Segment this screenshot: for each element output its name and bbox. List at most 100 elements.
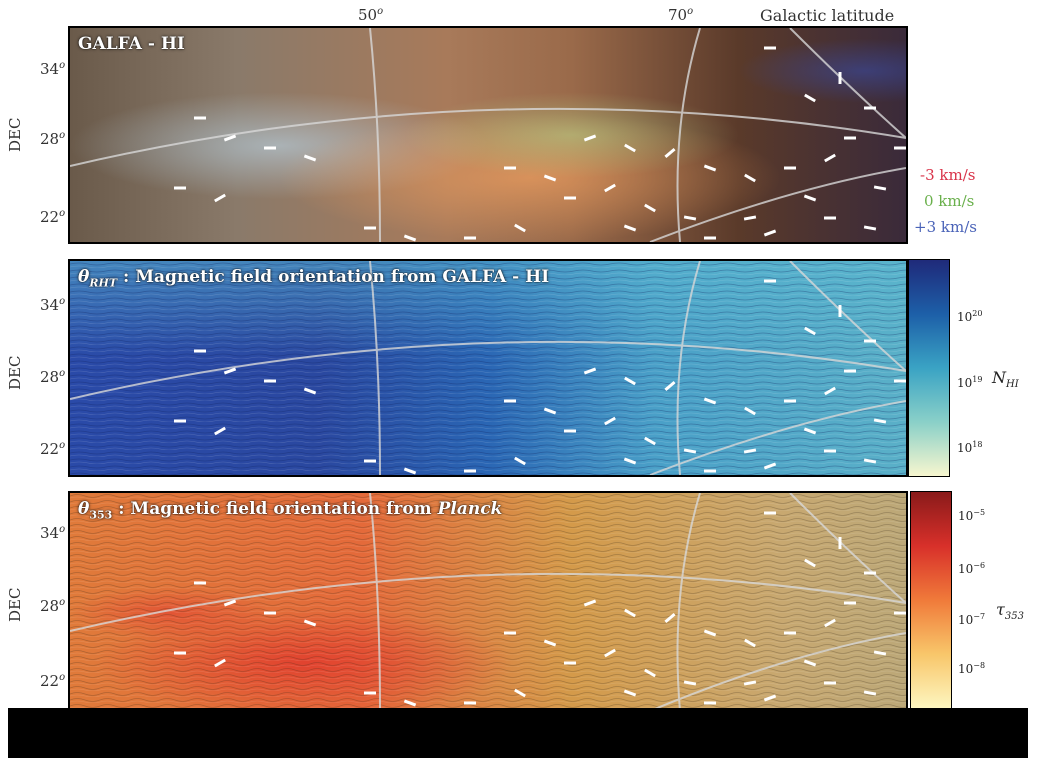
tau-tick-8: 10−8 [958, 661, 986, 676]
polarization-vector [873, 418, 887, 424]
polarization-vector [744, 173, 756, 183]
polarization-vector [303, 154, 317, 162]
polarization-vector [543, 407, 557, 415]
polarization-vector [604, 648, 616, 658]
polarization-vector [623, 457, 637, 465]
polarization-vector [804, 326, 816, 336]
planck-map [70, 493, 906, 711]
x-axis-title: Galactic latitude [760, 6, 895, 25]
velocity-label-neg: -3 km/s [920, 166, 976, 184]
polarization-vector [644, 436, 656, 446]
polarization-vector [214, 658, 226, 668]
polarization-vector [744, 638, 756, 648]
y-tick-34-3: 34o [40, 524, 66, 542]
tau-colorbar-label: τ353 [996, 600, 1024, 623]
dec-axis-label-3: DEC [6, 587, 24, 622]
polarization-vector [303, 387, 317, 395]
polarization-vector [604, 416, 616, 426]
polarization-vector [644, 203, 656, 213]
polarization-vector [804, 93, 816, 103]
polarization-vector [803, 659, 817, 667]
panel-title-rht: θRHT : Magnetic field orientation from G… [78, 267, 550, 290]
panel-title-galfa: GALFA - HI [78, 34, 185, 54]
polarization-vector [824, 386, 836, 396]
polarization-vector [824, 618, 836, 628]
polarization-vector [803, 427, 817, 435]
polarization-vector [214, 193, 226, 203]
tau-tick-6: 10−6 [958, 561, 986, 576]
polarization-vector [863, 225, 877, 231]
polarization-vector [583, 599, 597, 607]
polarization-vector [873, 185, 887, 191]
polarization-vector [514, 688, 526, 698]
polarization-vector [763, 694, 777, 702]
nhi-tick-19: 1019 [957, 375, 983, 390]
y-tick-22-1: 22o [40, 208, 66, 226]
polarization-vector [664, 147, 676, 159]
polarization-vector [683, 215, 697, 221]
polarization-vector [624, 143, 636, 153]
galfa-hi-panel: GALFA - HI [68, 26, 908, 244]
polarization-vector [763, 462, 777, 470]
polarization-vector [223, 367, 237, 375]
polarization-vector [514, 223, 526, 233]
polarization-vector [683, 448, 697, 454]
polarization-vector [514, 456, 526, 466]
nhi-tick-18: 1018 [957, 440, 983, 455]
polarization-vector [214, 426, 226, 436]
panel-title-planck: θ353 : Magnetic field orientation from P… [78, 499, 503, 522]
polarization-vector [664, 612, 676, 624]
y-tick-28-2: 28o [40, 368, 66, 386]
y-tick-22-2: 22o [40, 440, 66, 458]
planck-panel: θ353 : Magnetic field orientation from P… [68, 491, 908, 713]
y-tick-28-3: 28o [40, 597, 66, 615]
polarization-vector [803, 194, 817, 202]
polarization-vector [744, 406, 756, 416]
dec-axis-label-1: DEC [6, 117, 24, 152]
polarization-vector [863, 458, 877, 464]
polarization-vector [664, 380, 676, 392]
polarization-vector [623, 689, 637, 697]
polarization-vector [873, 650, 887, 656]
polarization-vector [683, 680, 697, 686]
polarization-vector [543, 174, 557, 182]
polarization-vector [703, 164, 717, 172]
polarization-vector [703, 629, 717, 637]
polarization-vector [583, 134, 597, 142]
bottom-black-bar [8, 708, 1028, 758]
polarization-vector [223, 134, 237, 142]
tau-colorbar [910, 491, 952, 709]
polarization-vector [743, 448, 757, 454]
tau-tick-5: 10−5 [958, 508, 986, 523]
polarization-vector [743, 215, 757, 221]
x-tick-50: 50o [358, 6, 384, 24]
polarization-vector [403, 467, 417, 475]
y-tick-34-2: 34o [40, 296, 66, 314]
polarization-vector [223, 599, 237, 607]
y-tick-28-1: 28o [40, 130, 66, 148]
rht-map [70, 261, 906, 475]
polarization-vector [543, 639, 557, 647]
polarization-vector [303, 619, 317, 627]
galfa-hi-map [70, 28, 906, 242]
dec-axis-label-2: DEC [6, 355, 24, 390]
y-tick-22-3: 22o [40, 672, 66, 690]
polarization-vector [763, 229, 777, 237]
tau-tick-7: 10−7 [958, 612, 986, 627]
nhi-colorbar [908, 259, 950, 477]
polarization-vector [403, 234, 417, 242]
polarization-vector [804, 558, 816, 568]
polarization-vector [623, 224, 637, 232]
nhi-tick-20: 1020 [957, 309, 983, 324]
rht-panel: θRHT : Magnetic field orientation from G… [68, 259, 908, 477]
polarization-vector [403, 699, 417, 707]
x-tick-70: 70o [668, 6, 694, 24]
polarization-vector [604, 183, 616, 193]
polarization-vector [863, 690, 877, 696]
polarization-vector [583, 367, 597, 375]
nhi-colorbar-label: NHI [992, 368, 1019, 391]
polarization-vector [703, 397, 717, 405]
polarization-vector [824, 153, 836, 163]
velocity-label-pos: +3 km/s [914, 218, 977, 236]
polarization-vector [644, 668, 656, 678]
